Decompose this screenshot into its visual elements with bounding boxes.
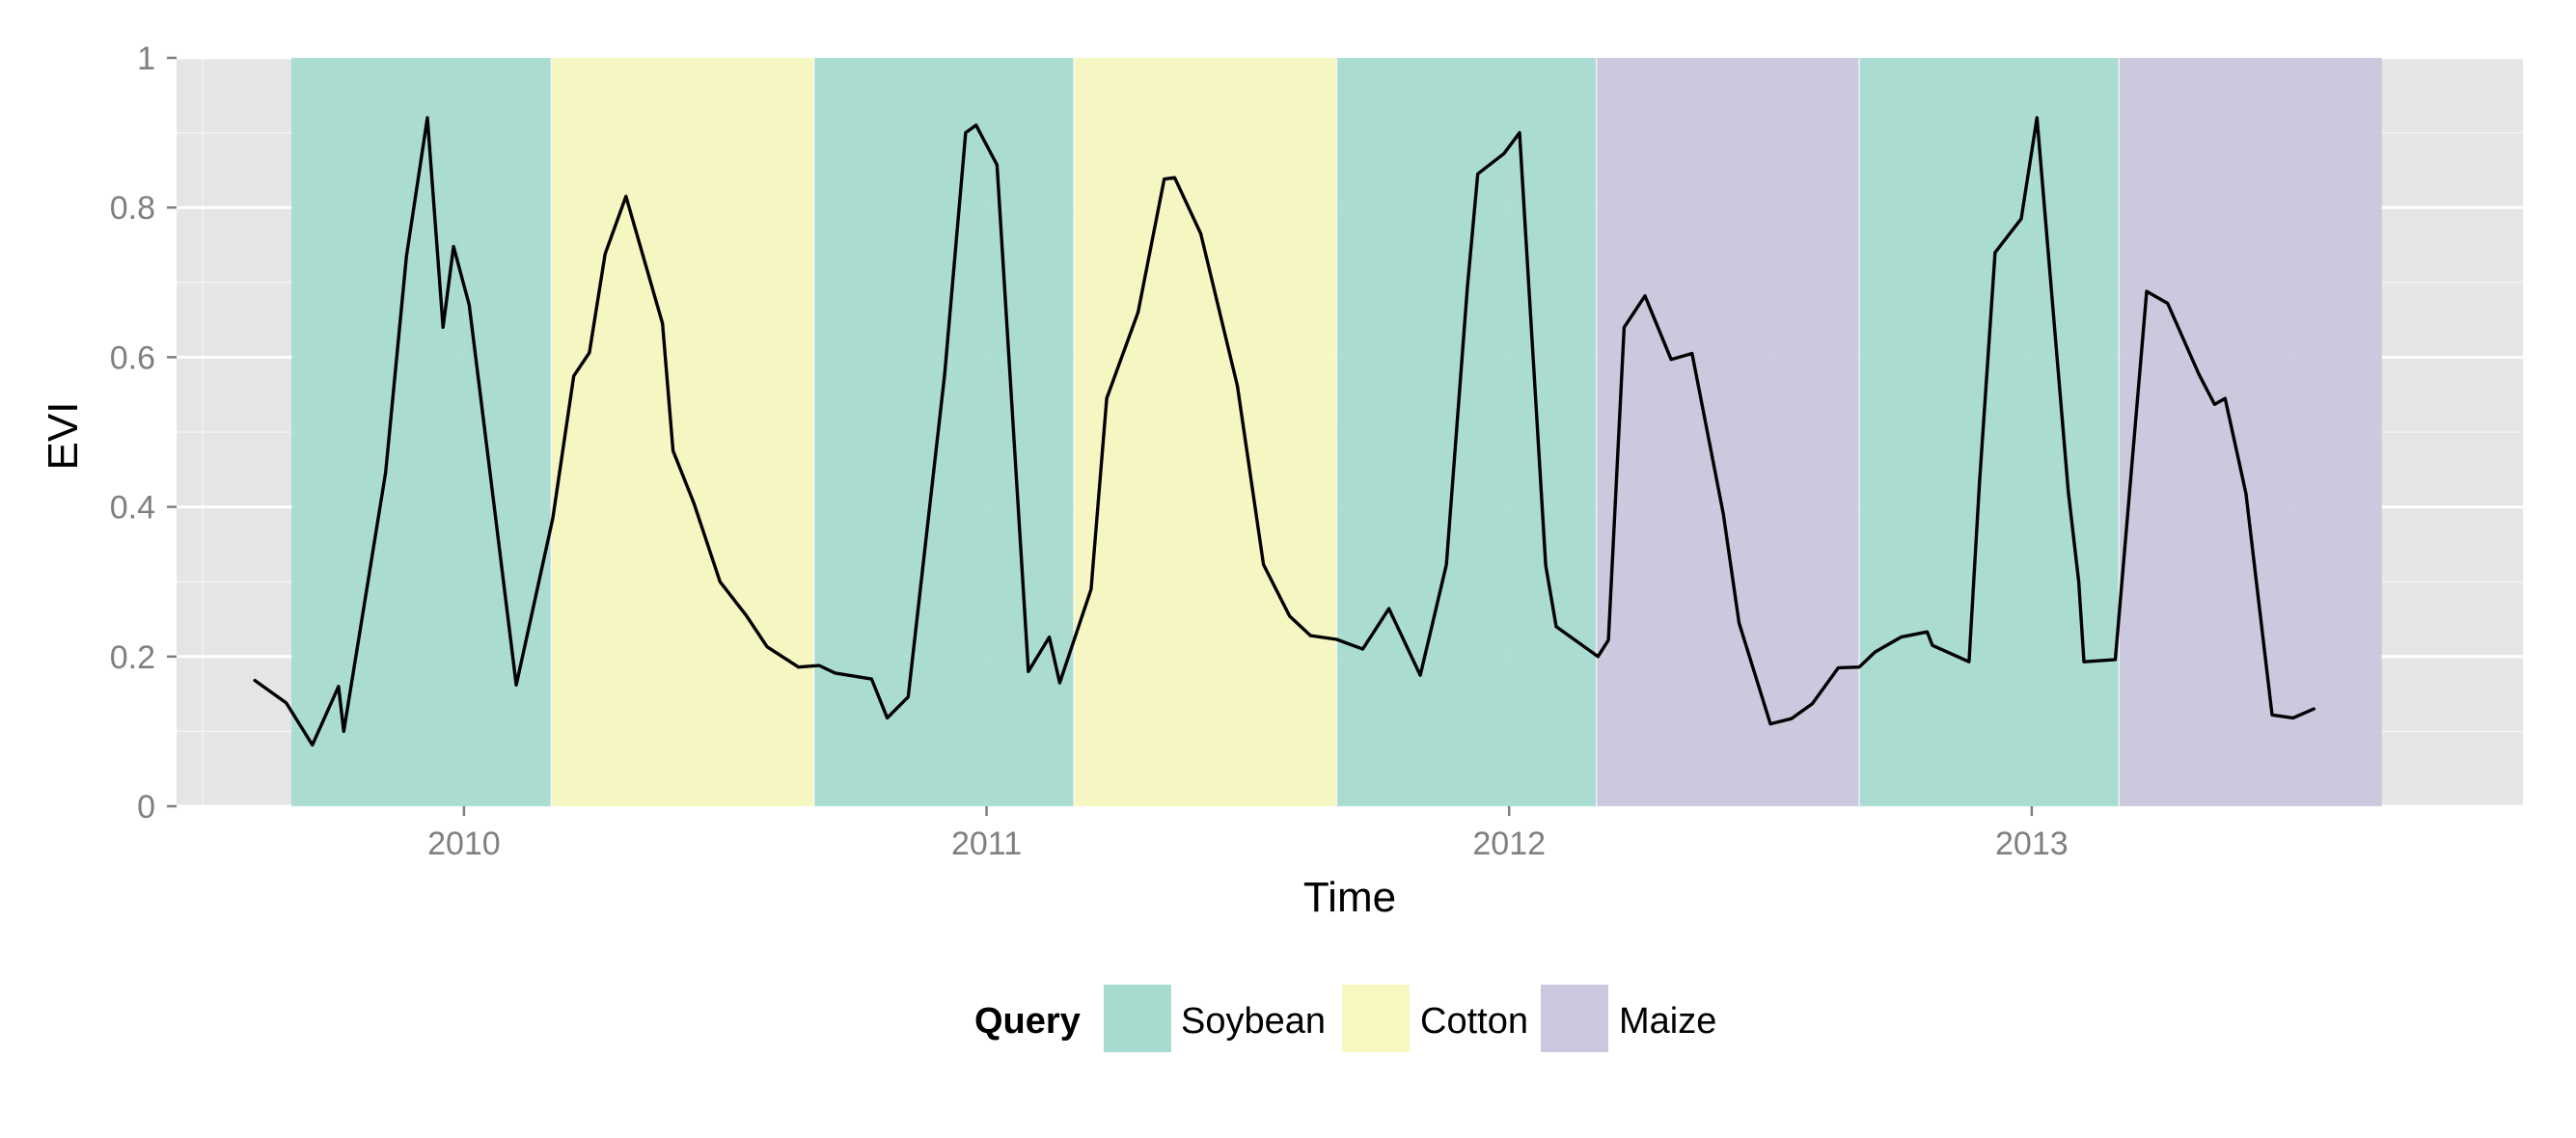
x-tick-label: 2010	[427, 826, 501, 862]
legend-label-soybean: Soybean	[1181, 1001, 1326, 1042]
series-layer	[253, 116, 2316, 747]
y-tick-label: 0.4	[110, 490, 155, 527]
shaded-regions	[291, 58, 2382, 806]
y-tick-label: 1	[137, 41, 155, 77]
x-axis-title: Time	[1303, 874, 1396, 921]
legend: Query Soybean Cotton Maize	[974, 983, 1716, 1054]
legend-key-soybean	[1102, 983, 1173, 1054]
legend-key-cotton	[1340, 983, 1411, 1054]
y-tick-label: 0.6	[110, 339, 155, 376]
y-tick-label: 0	[137, 789, 155, 826]
y-tick-label: 0.2	[110, 639, 155, 676]
x-tick-label: 2012	[1472, 826, 1546, 862]
region-soybean	[1336, 58, 1597, 806]
region-cotton	[1074, 58, 1337, 806]
region-soybean	[1859, 58, 2120, 806]
region-cotton	[551, 58, 814, 806]
x-tick-label: 2013	[1995, 826, 2069, 862]
legend-title: Query	[974, 1001, 1081, 1042]
y-tick-label: 0.8	[110, 190, 155, 227]
legend-key-maize	[1539, 983, 1610, 1054]
region-maize	[2119, 58, 2382, 806]
region-maize	[1596, 58, 1860, 806]
legend-label-cotton: Cotton	[1420, 1001, 1528, 1042]
region-soybean	[291, 58, 552, 806]
legend-label-maize: Maize	[1619, 1001, 1716, 1042]
y-axis-title: EVI	[40, 402, 87, 471]
x-tick-label: 2011	[951, 826, 1022, 862]
axes: 0 0.2 0.4 0.6 0.8 1 2010 2011 2012 2013	[110, 41, 2069, 862]
region-soybean	[813, 58, 1075, 806]
evi-series-line-0	[253, 116, 2316, 747]
